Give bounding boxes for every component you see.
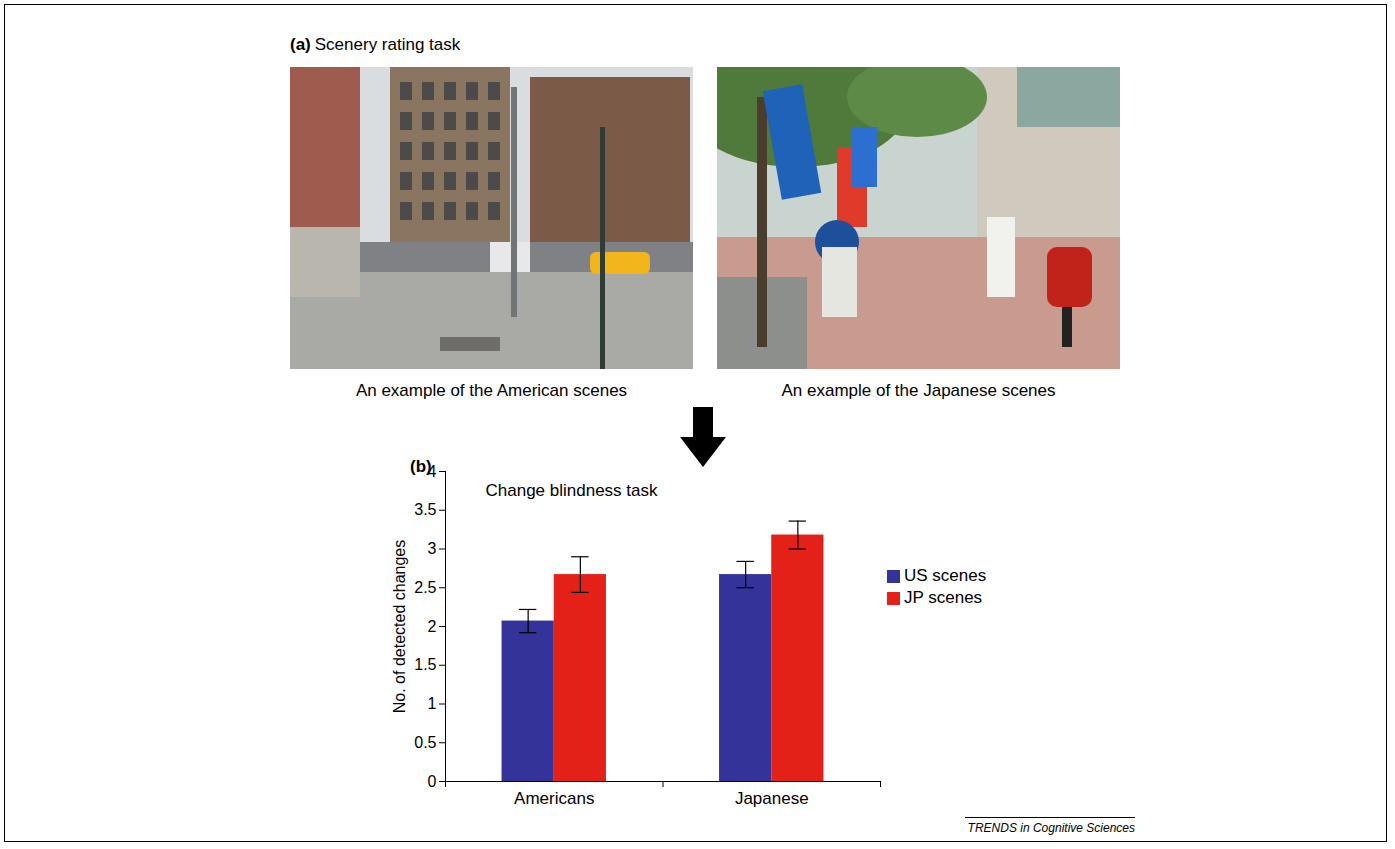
svg-text:3: 3 <box>428 540 437 557</box>
svg-text:No. of detected changes: No. of detected changes <box>391 540 408 713</box>
svg-text:0: 0 <box>428 773 437 790</box>
svg-text:4: 4 <box>428 463 437 480</box>
svg-text:1: 1 <box>428 695 437 712</box>
svg-text:Americans: Americans <box>514 789 594 808</box>
svg-text:3.5: 3.5 <box>414 501 436 518</box>
svg-text:1.5: 1.5 <box>414 656 436 673</box>
svg-text:Japanese: Japanese <box>735 789 809 808</box>
svg-text:2.5: 2.5 <box>414 579 436 596</box>
svg-text:0.5: 0.5 <box>414 734 436 751</box>
svg-text:2: 2 <box>428 618 437 635</box>
svg-text:Change blindness task: Change blindness task <box>486 481 659 500</box>
